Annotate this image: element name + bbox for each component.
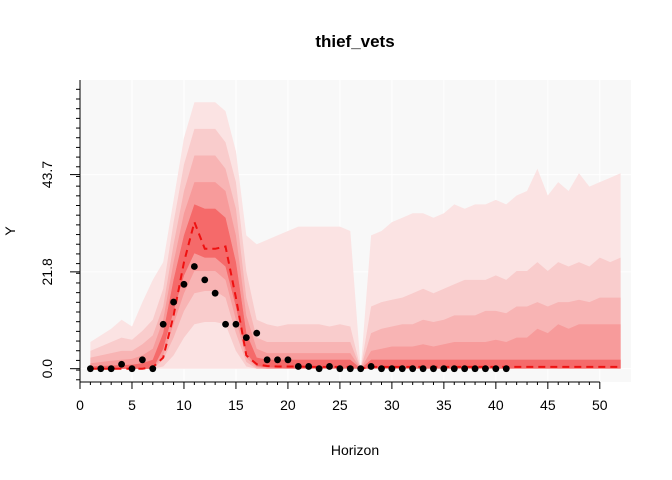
- observed-point: [170, 298, 177, 306]
- observed-point: [201, 276, 209, 284]
- observed-point: [305, 363, 313, 370]
- observed-point: [97, 365, 105, 373]
- x-tick-label: 0: [76, 397, 84, 413]
- observed-point: [492, 365, 500, 373]
- observed-point: [388, 365, 396, 373]
- observed-point: [471, 365, 479, 373]
- observed-point: [253, 329, 261, 337]
- x-tick-label: 5: [128, 397, 136, 413]
- observed-point: [118, 360, 125, 368]
- observed-point: [440, 365, 448, 373]
- observed-point: [180, 280, 188, 288]
- observed-point: [211, 289, 219, 297]
- x-tick-label: 30: [384, 397, 400, 413]
- observed-point: [242, 334, 250, 341]
- observed-point: [263, 356, 271, 364]
- y-tick-label: 0.0: [39, 359, 55, 379]
- observed-point: [409, 365, 417, 373]
- y-tick-label: 21.8: [39, 258, 55, 285]
- x-tick-label: 40: [488, 397, 504, 413]
- observed-point: [159, 320, 167, 328]
- quantile-bands: [90, 102, 621, 369]
- y-axis: 0.0 21.8 43.7: [39, 80, 81, 382]
- x-tick-label: 10: [176, 397, 192, 413]
- observed-point: [232, 320, 240, 328]
- y-axis-title: Y: [2, 226, 18, 236]
- observed-point: [502, 365, 510, 373]
- observed-point: [274, 356, 281, 364]
- median-line-layer: [90, 218, 621, 370]
- chart-title: thief_vets: [315, 32, 394, 51]
- observed-point: [222, 320, 229, 328]
- observed-point: [294, 363, 302, 370]
- x-tick-label: 20: [280, 397, 296, 413]
- x-tick-label: 25: [332, 397, 348, 413]
- observed-point: [357, 365, 365, 373]
- observed-point: [450, 365, 458, 373]
- observed-point: [336, 365, 344, 373]
- observed-point: [86, 365, 94, 373]
- quantile-band-inner: [90, 204, 621, 369]
- y-tick-label: 43.7: [39, 161, 55, 188]
- observed-point: [284, 356, 292, 364]
- observed-point: [346, 365, 354, 373]
- observed-point: [107, 365, 115, 373]
- median-line: [90, 218, 621, 370]
- observed-point: [128, 365, 136, 373]
- x-axis-title: Horizon: [331, 442, 379, 458]
- observed-point: [190, 263, 198, 270]
- observed-point: [378, 365, 385, 373]
- observed-point: [482, 365, 489, 373]
- x-tick-label: 15: [228, 397, 244, 413]
- x-tick-label: 45: [540, 397, 556, 413]
- observed-point: [367, 363, 375, 370]
- x-tick-label: 35: [436, 397, 452, 413]
- observed-point: [430, 365, 437, 373]
- observed-point: [315, 365, 323, 373]
- observed-point: [326, 363, 333, 370]
- observed-point: [461, 365, 469, 373]
- x-tick-label: 50: [592, 397, 608, 413]
- observed-point: [138, 356, 146, 364]
- x-axis: 0 5 10 15 20 25 30 35 40 45 50: [76, 381, 608, 413]
- observed-point: [149, 365, 157, 373]
- observed-point: [398, 365, 406, 373]
- observed-points: [86, 263, 510, 373]
- observed-point: [419, 365, 427, 373]
